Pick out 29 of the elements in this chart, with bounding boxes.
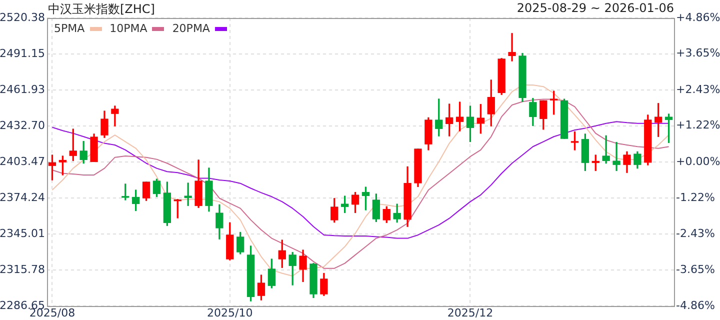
- y2-tick-label: +4.86%: [676, 10, 720, 24]
- y-tick-label: 2403.47: [0, 154, 45, 168]
- candlestick: [184, 182, 192, 206]
- candlestick: [111, 106, 119, 126]
- y2-tick-label: -3.65%: [676, 263, 715, 276]
- candlestick: [602, 135, 610, 164]
- y-tick-label: 2374.24: [0, 190, 45, 204]
- y2-tick-label: +3.65%: [676, 46, 720, 60]
- y2-tick-label: +2.43%: [676, 82, 720, 96]
- candlestick: [612, 142, 620, 171]
- y2-tick-label: +0.00%: [676, 154, 720, 168]
- y-tick-label: 2345.01: [0, 226, 45, 240]
- candlestick: [508, 33, 516, 62]
- chart-subtitle: 2025-08-29 ~ 2026-01-06: [516, 1, 674, 15]
- legend-label: 5PMA: [54, 22, 85, 35]
- legend-label: 10PMA: [110, 22, 148, 35]
- legend-label: 20PMA: [172, 22, 210, 35]
- y-tick-label: 2520.38: [0, 10, 45, 24]
- x-tick-label: 2025/12: [447, 306, 494, 320]
- chart-title: 中汉玉米指数[ZHC]: [48, 1, 155, 18]
- y2-tick-label: +1.22%: [676, 118, 720, 132]
- y2-tick-label: -2.43%: [676, 226, 715, 240]
- y-tick-label: 2315.78: [0, 262, 45, 276]
- x-tick-label: 2025/10: [207, 306, 253, 320]
- y2-tick-label: -1.22%: [676, 191, 715, 204]
- y2-tick-label: -4.86%: [676, 298, 715, 312]
- y-tick-label: 2432.70: [0, 118, 45, 132]
- y-tick-label: 2491.15: [0, 46, 45, 60]
- y-tick-label: 2461.93: [0, 82, 45, 96]
